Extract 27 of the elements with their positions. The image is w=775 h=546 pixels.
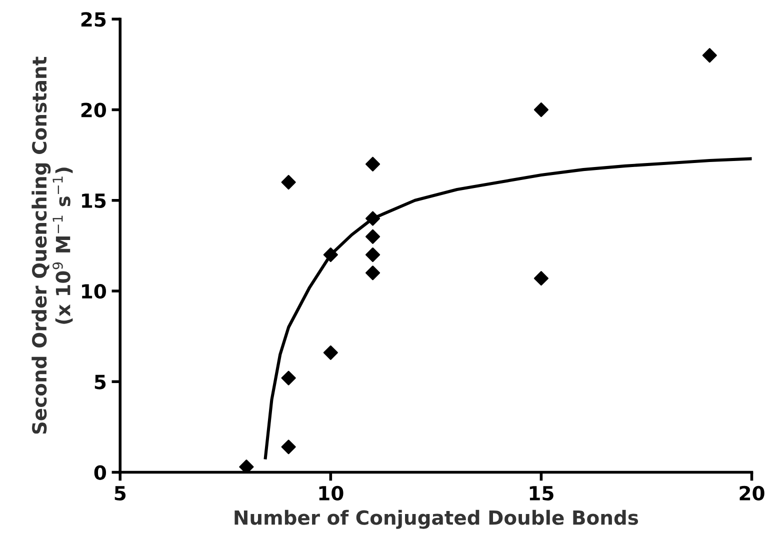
y-tick-label: 25 bbox=[81, 12, 106, 27]
point bbox=[534, 271, 548, 286]
y-tick-label: 5 bbox=[94, 374, 106, 390]
point bbox=[365, 247, 380, 262]
point bbox=[281, 370, 296, 386]
point bbox=[281, 440, 296, 454]
point bbox=[281, 174, 296, 190]
x-axis-title: Number of Conjugated Double Bonds bbox=[234, 510, 638, 529]
x-tick-label: 15 bbox=[530, 486, 554, 501]
point bbox=[239, 460, 254, 472]
point bbox=[323, 247, 338, 262]
x-tick-label: 20 bbox=[740, 486, 764, 501]
point bbox=[534, 102, 548, 118]
y-tick-label: 20 bbox=[81, 102, 106, 118]
point bbox=[323, 345, 338, 360]
line-series bbox=[264, 157, 752, 460]
x-tick-label: 10 bbox=[319, 486, 344, 501]
y-tick-label: 10 bbox=[82, 284, 106, 299]
point bbox=[365, 229, 380, 244]
point bbox=[365, 156, 380, 172]
x-tick-label: 5 bbox=[114, 486, 126, 501]
y-tick-label: 15 bbox=[82, 194, 106, 208]
y-axis-title: Second Order Quenching Constant (x 10$^{9}$ M$^{−1}$ s$^{−1}$) bbox=[32, 56, 73, 434]
point bbox=[365, 266, 380, 280]
y-tick-label: 0 bbox=[94, 465, 106, 480]
point bbox=[365, 211, 380, 226]
point bbox=[702, 48, 717, 63]
